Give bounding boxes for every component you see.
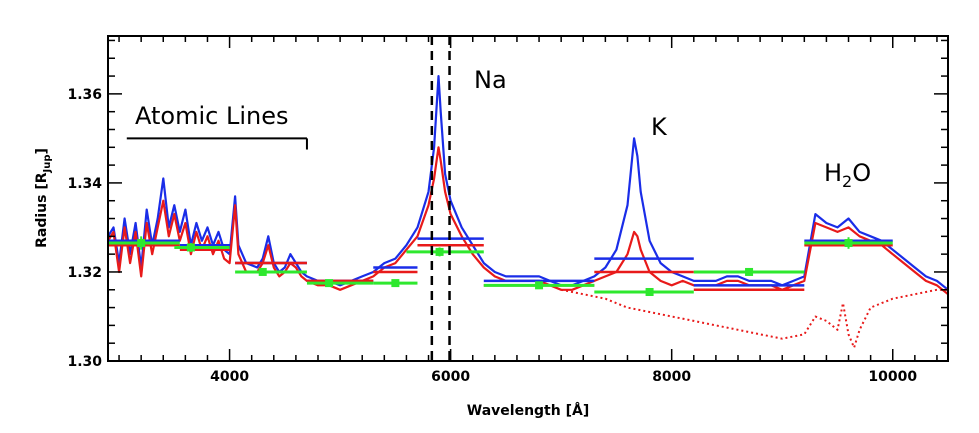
data-point-marker-9: [844, 239, 853, 248]
plot-frame: [107, 35, 949, 362]
annotation-na: Na: [474, 66, 507, 94]
annotation-k: K: [651, 113, 668, 141]
x-tick-label-1: 6000: [431, 369, 470, 385]
data-point-marker-7: [645, 287, 654, 296]
y-tick-label-2: 1.34: [67, 176, 102, 192]
data-point-marker-6: [535, 281, 544, 290]
y-tick-label-1: 1.32: [67, 265, 102, 281]
annotation-h2o-sub: 2: [842, 172, 852, 191]
y-tick-label-0: 1.30: [67, 354, 102, 370]
y-axis-title-end: ]: [34, 148, 50, 154]
y-axis-title: Radius [RJup]: [34, 148, 53, 248]
spectrum-line-red-dotted-2: [561, 288, 948, 349]
y-axis-title-sub: Jup: [42, 155, 53, 174]
axis-layer: 4000 6000 8000 10000 1.30 1.32 1.34 1.36: [67, 36, 948, 385]
spectrum-line-blue-solid-0: [108, 75, 948, 291]
data-point-marker-3: [325, 279, 334, 288]
overlay-layer: [126, 36, 451, 361]
data-point-marker-0: [137, 239, 146, 248]
data-point-marker-1: [186, 243, 195, 252]
data-point-marker-5: [435, 247, 444, 256]
data-point-marker-2: [258, 267, 267, 276]
annotation-h2o-main: H: [824, 159, 842, 187]
annotation-h2o-end: O: [852, 159, 871, 187]
x-axis-title: Wavelength [Å]: [467, 402, 589, 419]
data-point-marker-4: [391, 279, 400, 288]
y-tick-label-3: 1.36: [67, 87, 102, 103]
annotation-atomic-lines: Atomic Lines: [135, 102, 288, 130]
x-tick-label-3: 10000: [868, 369, 917, 385]
y-axis-title-main: Radius [R: [34, 172, 50, 248]
x-tick-label-2: 8000: [652, 369, 691, 385]
data-point-marker-8: [745, 267, 754, 276]
data-layer: [108, 75, 948, 349]
x-tick-label-0: 4000: [210, 369, 249, 385]
annotation-h2o: H2O: [824, 159, 871, 191]
